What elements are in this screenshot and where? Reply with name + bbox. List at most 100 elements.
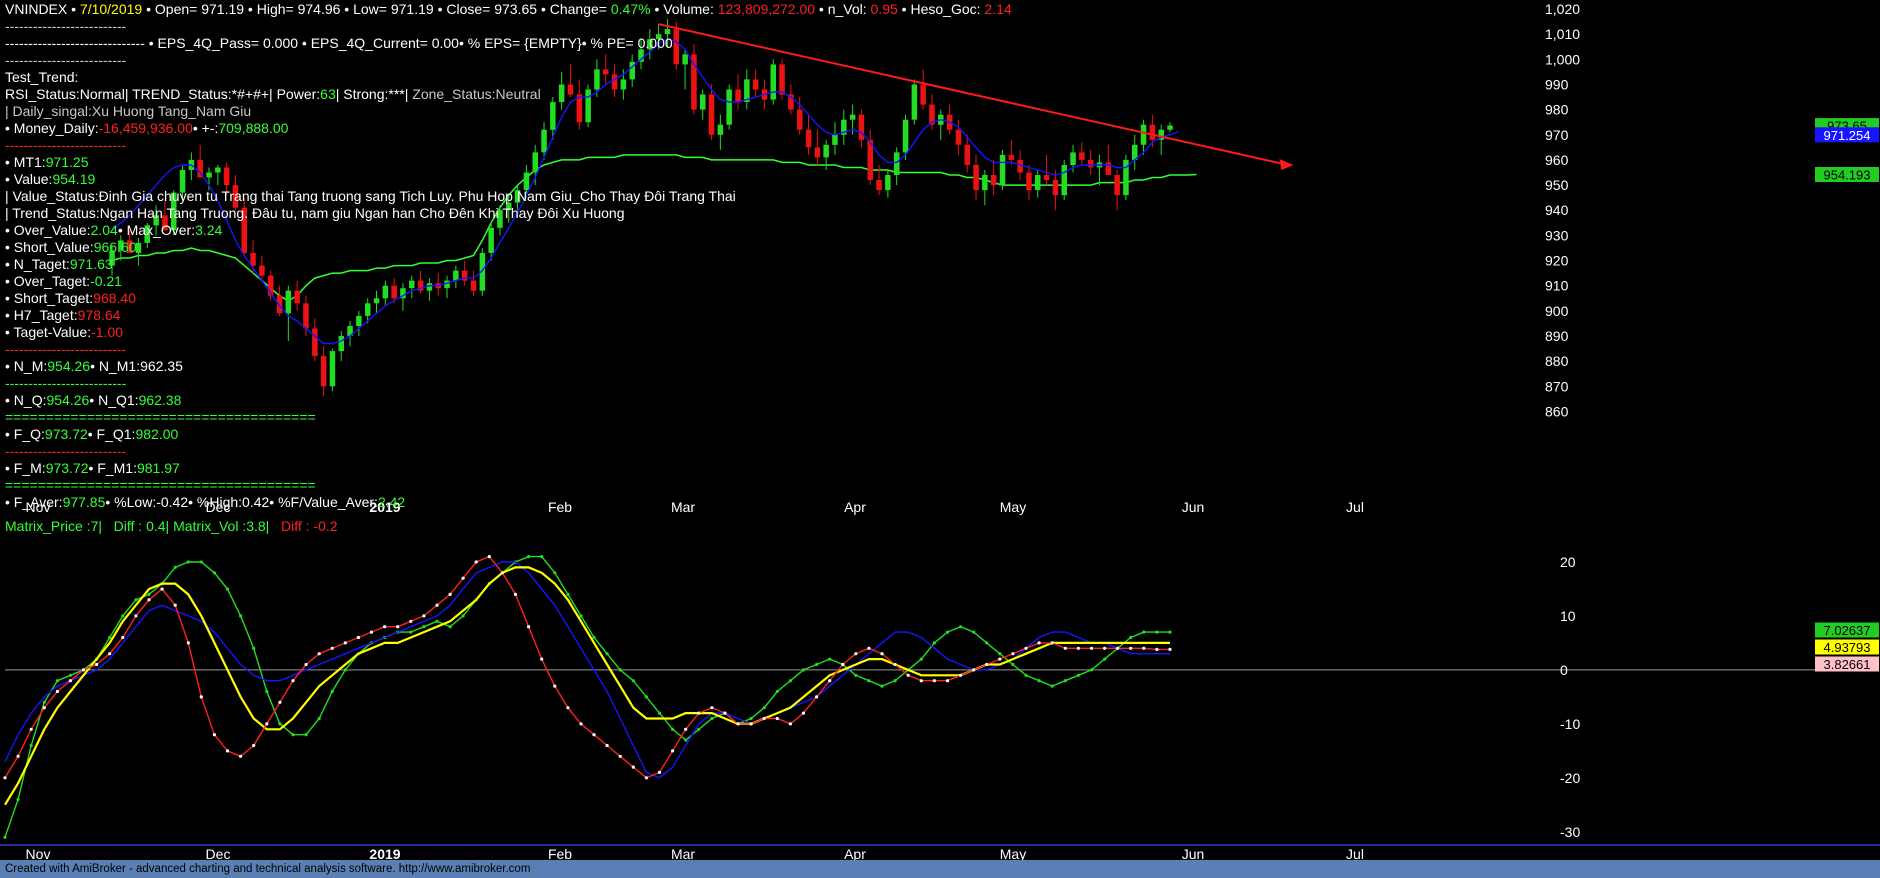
osc-series-line <box>4 566 1170 806</box>
info-text: • F_Q1: <box>87 426 136 442</box>
osc-series-point <box>1011 662 1015 667</box>
candle-body <box>497 210 503 228</box>
osc-series-point <box>147 592 151 597</box>
osc-series-point <box>3 835 7 839</box>
trendline-group <box>658 23 1294 170</box>
info-text: 962.38 <box>138 392 182 408</box>
matrix-vol-label: Matrix_Vol :3.8| <box>173 518 270 534</box>
price-right-label: 954.193 <box>1824 168 1871 183</box>
osc-series-point <box>1142 630 1146 634</box>
osc-series-point <box>592 733 596 737</box>
osc-series-point <box>671 727 675 731</box>
osc-series-point <box>134 598 138 602</box>
osc-tick-label: 0 <box>1560 662 1568 678</box>
info-text: • H7_Taget: <box>5 307 78 323</box>
osc-series-point <box>841 662 845 667</box>
osc-right-label-bg <box>1815 622 1879 638</box>
info-text: 981.97 <box>136 460 180 476</box>
candle-body <box>1167 125 1173 130</box>
osc-series-point <box>265 722 269 726</box>
x-tick-label-bottom: Jun <box>1182 846 1205 862</box>
osc-series-point <box>919 679 923 683</box>
osc-series-point <box>893 662 897 667</box>
candle-body <box>620 79 627 90</box>
osc-series-point <box>239 754 243 758</box>
info-text: ====================================== <box>5 409 316 425</box>
info-text: 962.35 <box>140 358 183 374</box>
osc-series-point <box>396 625 400 629</box>
candle-body <box>1043 175 1050 180</box>
candle-body <box>594 69 600 90</box>
candle-body <box>999 154 1006 186</box>
info-text: • Short_Taget: <box>5 290 94 306</box>
price-tick-label: 1,020 <box>1545 1 1580 17</box>
candle-body <box>320 356 327 387</box>
x-tick-label-bottom: Nov <box>26 846 51 862</box>
osc-series-point <box>749 722 753 726</box>
osc-series-point <box>1129 646 1133 650</box>
candle-body <box>1158 129 1164 140</box>
info-line-sep8: ====================================== <box>5 477 736 494</box>
info-text: • N_Q: <box>5 392 47 408</box>
ma-line <box>111 38 1180 345</box>
candle-body <box>929 104 935 125</box>
candle-body <box>541 129 547 153</box>
x-axis-labels: Nov Nov Dec Dec 2019 2019 Feb Feb Mar Mar Apr Apr Ma… <box>26 499 1364 862</box>
osc-series-point <box>317 652 321 656</box>
candle-body <box>153 215 159 226</box>
osc-series-point <box>330 689 334 694</box>
osc-series-point <box>1089 646 1094 650</box>
candle-body <box>1008 154 1015 160</box>
info-text: | Strong:***| <box>335 86 413 102</box>
osc-series-point <box>121 614 125 618</box>
info-text: • F_M1: <box>88 460 137 476</box>
osc-right-label-bg <box>1815 639 1879 655</box>
info-text: 63 <box>320 86 336 102</box>
price-right-label-bg <box>1815 167 1879 182</box>
candle-body <box>118 240 124 251</box>
osc-right-label-bg <box>1815 656 1879 672</box>
candle-body <box>162 215 168 231</box>
info-line-sep3: -------------------------- <box>5 137 736 154</box>
osc-series-point <box>801 711 806 715</box>
candle-body <box>215 167 221 173</box>
candle-body <box>276 295 283 314</box>
info-line-short: • Short_Value:966.60 <box>5 239 736 256</box>
osc-series-point <box>880 652 884 656</box>
osc-series-point <box>369 630 374 634</box>
candle-body <box>964 144 970 165</box>
candle-body <box>973 165 979 191</box>
info-text: • F_Aver: <box>5 494 63 510</box>
info-text: 971.25 <box>45 154 89 170</box>
info-text: | Trend_Status:Ngan Han Tang Truong. Đâu… <box>5 205 625 221</box>
info-text: ====================================== <box>5 477 316 493</box>
x-tick-label-bottom: May <box>1000 846 1026 862</box>
osc-series-point <box>788 679 793 683</box>
candle-body <box>470 280 477 291</box>
osc-series-point <box>527 555 531 559</box>
osc-series-point <box>828 657 832 661</box>
info-line-sep2: -------------------------- <box>5 52 736 69</box>
x-tick-label: Dec <box>206 499 231 515</box>
amibroker-footer: Created with AmiBroker - advanced charti… <box>0 860 1880 878</box>
info-text: -------------------------- <box>5 341 127 357</box>
osc-series-point <box>540 555 544 559</box>
candle-body <box>726 89 732 125</box>
candle-body <box>223 167 230 186</box>
info-text: | Daily_singal:Xu Huong Tang_Nam Giu <box>5 103 252 119</box>
osc-series-point <box>29 743 33 748</box>
candle-body <box>629 61 635 80</box>
osc-series-point <box>618 668 622 672</box>
candle-body <box>655 34 662 40</box>
info-text: 971.63 <box>69 256 113 272</box>
candle-body <box>735 89 741 103</box>
matrix-legend: Matrix_Price :7| Diff : 0.4| Matrix_Vol … <box>5 518 338 534</box>
osc-series-point <box>945 679 950 683</box>
date-label: 7/10/2019 <box>79 1 143 17</box>
candle-body <box>770 64 776 100</box>
candle-body <box>409 280 415 289</box>
x-tick-label-bottom: Jul <box>1346 846 1364 862</box>
candle-body <box>708 94 715 135</box>
osc-series-point <box>134 614 138 618</box>
candle-body <box>523 172 530 191</box>
